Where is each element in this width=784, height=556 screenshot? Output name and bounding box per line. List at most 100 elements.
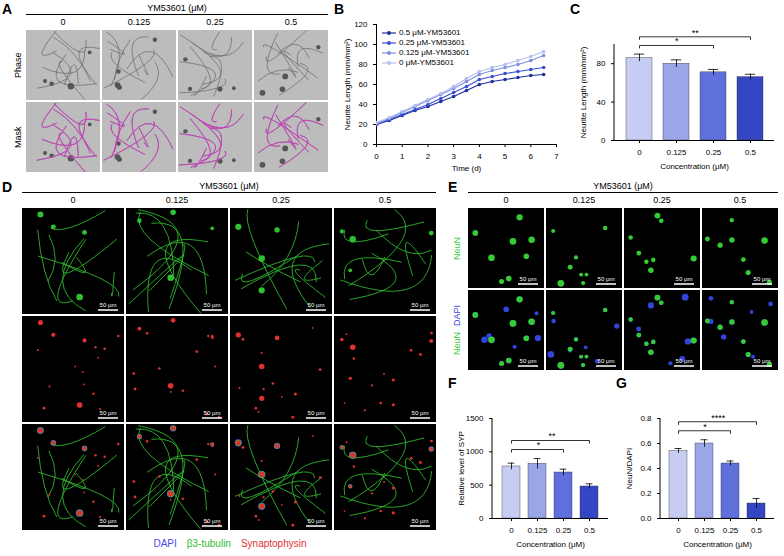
svg-text:*: * [537,440,541,450]
svg-text:120: 120 [354,20,368,29]
svg-text:0.25: 0.25 [706,148,722,157]
html-text:YM53601 (μM): YM53601 (μM) [147,3,207,13]
svg-text:2: 2 [426,152,431,161]
svg-text:60: 60 [359,80,368,89]
html-text:DAPI: DAPI [153,538,177,549]
svg-text:50 μm: 50 μm [100,410,117,416]
svg-text:1: 1 [400,152,405,161]
svg-text:0.4: 0.4 [640,464,652,473]
html-text:YM53601 (μM): YM53601 (μM) [593,181,653,191]
svg-text:50 μm: 50 μm [520,358,537,364]
svg-text:50 μm: 50 μm [598,276,615,282]
svg-text:0: 0 [509,526,514,535]
svg-text:50 μm: 50 μm [412,518,429,524]
html-text:G: G [616,375,627,391]
svg-text:40: 40 [597,98,606,107]
svg-text:1000: 1000 [466,447,484,456]
html-text:NeuN: NeuN [452,332,462,355]
svg-text:**: ** [692,28,700,38]
svg-text:0: 0 [479,514,484,523]
html-text:0.125: 0.125 [572,195,596,205]
svg-text:0.25: 0.25 [556,526,572,535]
svg-text:50 μm: 50 μm [598,358,615,364]
html-text:0.25: 0.25 [272,195,290,205]
svg-text:Neurite Length (mm/mm²): Neurite Length (mm/mm²) [343,38,352,130]
html-text:A: A [2,1,13,17]
svg-text:100: 100 [354,40,368,49]
svg-text:Concentration (μM): Concentration (μM) [683,540,752,549]
svg-text:3: 3 [451,152,456,161]
svg-text:7: 7 [554,152,559,161]
svg-text:6: 6 [529,152,534,161]
svg-text:1500: 1500 [466,414,484,423]
html-text:Mask: Mask [13,126,23,148]
svg-text:0: 0 [637,148,642,157]
svg-text:5: 5 [503,152,508,161]
svg-text:50 μm: 50 μm [520,276,537,282]
svg-text:50 μm: 50 μm [204,302,221,308]
html-text:0.5: 0.5 [733,195,747,205]
svg-text:0.125: 0.125 [694,526,715,535]
svg-text:Time (d): Time (d) [452,164,482,173]
html-text:DAPI: DAPI [452,305,462,326]
svg-text:Neurite Length (mm/mm²): Neurite Length (mm/mm²) [579,46,588,138]
html-text:D: D [2,179,13,195]
svg-text:50 μm: 50 μm [100,302,117,308]
svg-text:*: * [675,36,679,46]
svg-text:50 μm: 50 μm [100,518,117,524]
svg-text:Concentration (μM): Concentration (μM) [516,540,585,549]
svg-text:500: 500 [470,481,484,490]
svg-text:Relative level of SYP: Relative level of SYP [457,431,466,506]
svg-text:0: 0 [374,152,379,161]
svg-text:Concentration (μM): Concentration (μM) [660,162,729,171]
svg-text:50 μm: 50 μm [676,276,693,282]
svg-text:0.2: 0.2 [640,489,652,498]
html-text:β3-tubulin: β3-tubulin [186,538,231,549]
svg-text:NeuN/DAPI: NeuN/DAPI [625,448,634,489]
svg-text:0: 0 [363,140,368,149]
html-text:E: E [448,179,458,195]
svg-text:50 μm: 50 μm [676,358,693,364]
html-text:YM53601 (μM): YM53601 (μM) [199,181,259,191]
html-text:0.5 μM-YM53601: 0.5 μM-YM53601 [399,28,461,37]
svg-text:0.125: 0.125 [666,148,687,157]
svg-text:0: 0 [676,526,681,535]
html-text:B: B [334,1,345,17]
svg-text:50 μm: 50 μm [754,358,771,364]
svg-text:0.25: 0.25 [723,526,739,535]
svg-text:20: 20 [359,120,368,129]
html-text:0.125: 0.125 [127,17,151,27]
svg-text:50 μm: 50 μm [204,410,221,416]
svg-text:0.5: 0.5 [751,526,763,535]
svg-text:50 μm: 50 μm [754,276,771,282]
html-text:Synaptophysin: Synaptophysin [240,538,307,549]
svg-text:0.0: 0.0 [640,514,652,523]
svg-text:50 μm: 50 μm [308,410,325,416]
svg-text:0.6: 0.6 [640,439,652,448]
svg-text:50 μm: 50 μm [204,518,221,524]
html-text:0.5: 0.5 [378,195,392,205]
svg-text:****: **** [711,413,726,423]
svg-text:0.5: 0.5 [745,148,757,157]
html-text:0.25: 0.25 [653,195,671,205]
svg-text:50 μm: 50 μm [308,302,325,308]
svg-text:**: ** [548,431,556,441]
html-text:0.25: 0.25 [206,17,224,27]
svg-text:50 μm: 50 μm [308,518,325,524]
html-text:NeuN: NeuN [452,236,462,260]
html-text:0.125: 0.125 [165,195,189,205]
svg-text:80: 80 [597,59,606,68]
svg-text:80: 80 [359,60,368,69]
svg-text:4: 4 [477,152,482,161]
svg-text:0: 0 [601,136,606,145]
svg-text:40: 40 [359,100,368,109]
svg-text:0.125: 0.125 [527,526,548,535]
html-text:Phase: Phase [13,52,23,78]
svg-text:0.5: 0.5 [584,526,596,535]
svg-text:50 μm: 50 μm [412,302,429,308]
svg-text:0.8: 0.8 [640,414,652,423]
html-text:C: C [570,1,581,17]
svg-text:50 μm: 50 μm [412,410,429,416]
html-text:0.5: 0.5 [284,17,298,27]
svg-text:*: * [703,422,707,432]
